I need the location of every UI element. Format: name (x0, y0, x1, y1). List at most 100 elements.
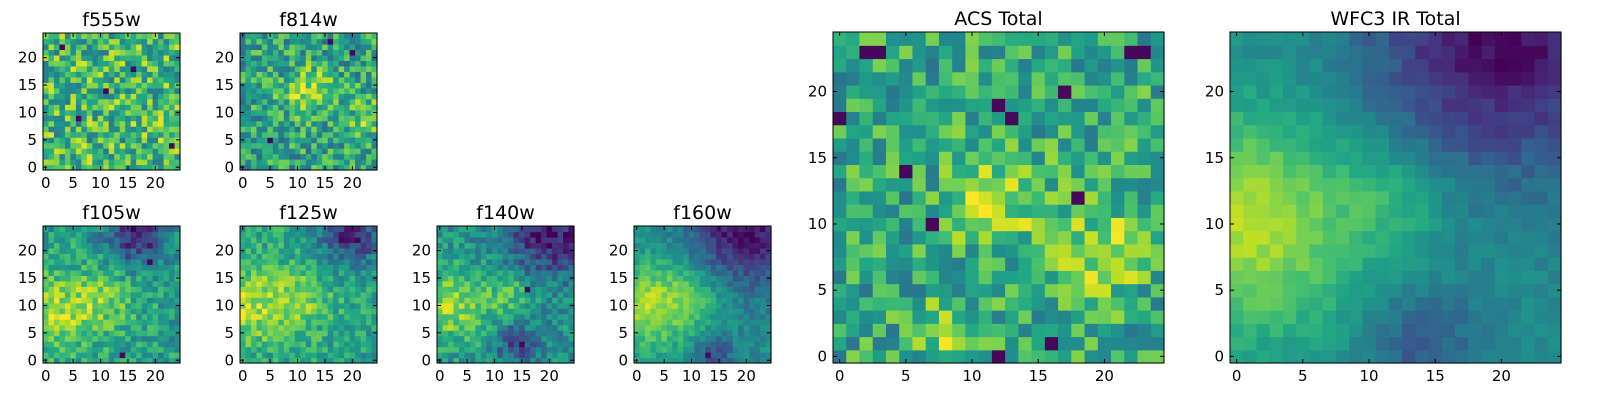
heatmap-cell (1349, 164, 1363, 179)
heatmap-cell (978, 243, 993, 258)
heatmap-cell (240, 242, 247, 249)
heatmap-cell (1349, 283, 1363, 298)
heatmap-cell (978, 84, 993, 99)
heatmap-cell (86, 231, 93, 238)
heatmap-cell (360, 159, 367, 166)
heatmap-cell (147, 120, 154, 127)
heatmap-cell (1097, 349, 1112, 364)
heatmap-cell (81, 131, 88, 138)
heatmap-cell (338, 65, 345, 72)
heatmap-cell (925, 164, 940, 179)
heatmap-cell (721, 258, 728, 265)
heatmap-cell (634, 236, 641, 244)
heatmap-cell (355, 43, 362, 51)
heatmap-cell (70, 269, 77, 276)
heatmap-cell (694, 247, 701, 254)
heatmap-cell (872, 190, 887, 205)
heatmap-cell (978, 164, 993, 179)
heatmap-cell (97, 231, 104, 238)
heatmap-cell (749, 330, 756, 337)
heatmap-cell (256, 253, 263, 260)
heatmap-cell (163, 159, 170, 166)
heatmap-cell (872, 177, 887, 192)
heatmap-cell (152, 131, 159, 138)
heatmap-cell (338, 60, 345, 67)
heatmap-cell (75, 258, 82, 265)
heatmap-cell (519, 297, 526, 304)
heatmap-cell (119, 291, 126, 298)
heatmap-cell (1282, 296, 1297, 311)
heatmap-cell (699, 253, 706, 260)
heatmap-cell (59, 313, 66, 320)
heatmap-cell (338, 291, 345, 298)
heatmap-cell (1243, 243, 1258, 258)
heatmap-cell (261, 65, 268, 72)
heatmap-cell (732, 346, 739, 353)
heatmap-cell (453, 302, 460, 309)
heatmap-cell (491, 264, 498, 271)
heatmap-cell (639, 324, 646, 331)
heatmap-cell (327, 352, 334, 359)
heatmap-cell (130, 286, 137, 293)
heatmap-cell (1494, 323, 1509, 338)
heatmap-cell (86, 76, 93, 83)
heatmap-cell (491, 247, 498, 254)
heatmap-cell (250, 104, 258, 111)
heatmap-cell (70, 247, 77, 254)
heatmap-cell (557, 286, 564, 293)
heatmap-cell (283, 153, 290, 160)
heatmap-cell (114, 335, 121, 342)
heatmap-cell (311, 126, 318, 133)
heatmap-cell (114, 159, 121, 166)
heatmap-cell (1071, 230, 1086, 245)
heatmap-cell (64, 264, 71, 271)
heatmap-cell (267, 302, 274, 309)
heatmap-cell (289, 38, 296, 45)
heatmap-cell (912, 32, 927, 46)
heatmap-cell (316, 242, 323, 249)
y-tick-label: 15 (215, 269, 234, 287)
heatmap-cell (661, 253, 668, 260)
heatmap-cell (899, 310, 914, 324)
heatmap-cell (480, 253, 487, 260)
heatmap-cell (655, 297, 662, 304)
heatmap-cell (305, 104, 312, 111)
heatmap-cell (272, 159, 279, 166)
heatmap-cell (70, 43, 77, 51)
heatmap-cell (344, 335, 351, 342)
heatmap-cell (727, 313, 734, 320)
heatmap-cell (136, 258, 143, 265)
heatmap-cell (683, 297, 690, 304)
heatmap-cell (1111, 177, 1125, 192)
heatmap-cell (497, 253, 504, 260)
heatmap-cell (64, 43, 71, 51)
heatmap-cell (710, 280, 717, 287)
heatmap-cell (147, 49, 154, 56)
heatmap-cell (1375, 177, 1390, 192)
heatmap-cell (1150, 296, 1165, 311)
heatmap-cell (322, 93, 329, 100)
heatmap-cell (1230, 190, 1244, 205)
heatmap-cell (475, 231, 482, 238)
heatmap-cell (721, 264, 728, 271)
heatmap-cell (991, 217, 1006, 232)
heatmap-cell (1362, 164, 1377, 179)
heatmap-cell (245, 253, 252, 260)
heatmap-cell (1534, 336, 1549, 351)
heatmap-cell (535, 258, 542, 265)
heatmap-cell (1005, 124, 1019, 139)
heatmap-cell (491, 236, 498, 244)
heatmap-cell (1481, 204, 1496, 218)
heatmap-cell (283, 54, 290, 61)
heatmap-cell (1375, 296, 1390, 311)
heatmap-cell (1508, 257, 1522, 271)
heatmap-cell (305, 49, 312, 56)
heatmap-cell (119, 82, 126, 89)
heatmap-cell (108, 49, 115, 56)
heatmap-cell (360, 346, 367, 353)
heatmap-cell (634, 280, 641, 287)
heatmap-cell (272, 38, 279, 45)
heatmap-cell (644, 264, 652, 271)
heatmap-cell (92, 308, 99, 315)
heatmap-cell (371, 341, 378, 348)
